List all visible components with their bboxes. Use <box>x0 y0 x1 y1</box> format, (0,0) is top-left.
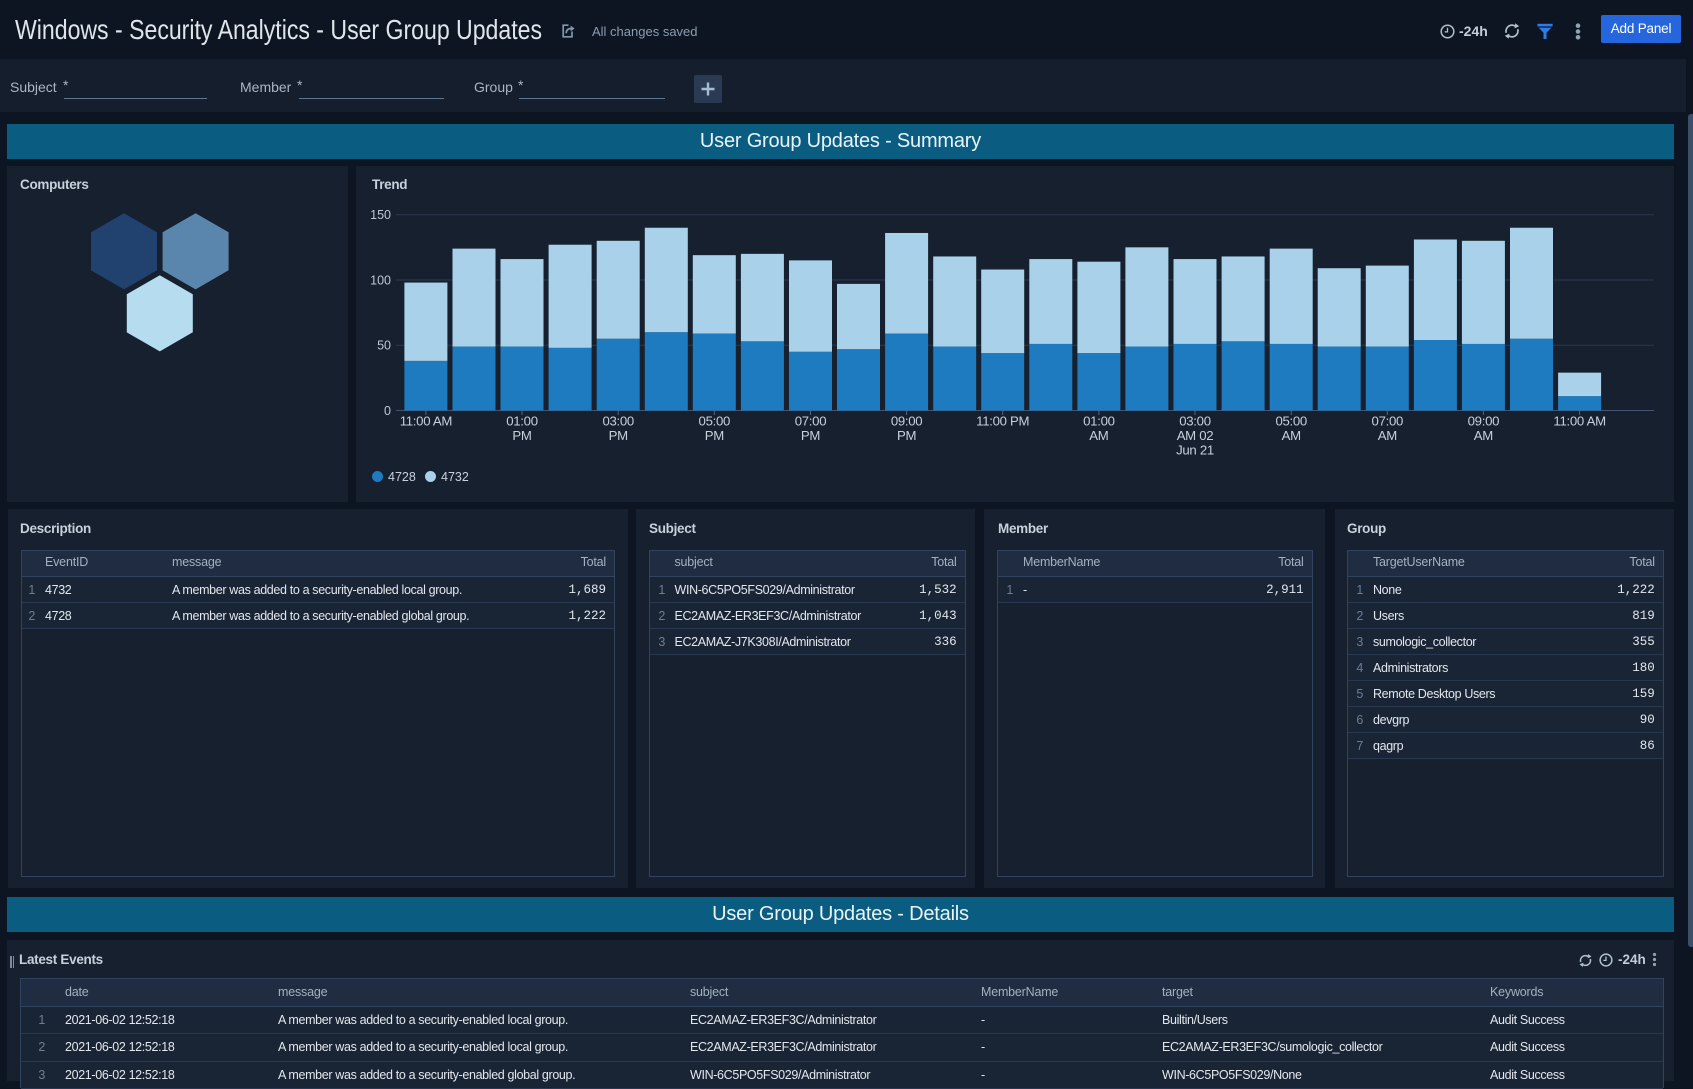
svg-text:100: 100 <box>370 274 391 288</box>
svg-text:4732: 4732 <box>441 470 469 484</box>
svg-text:AM: AM <box>1474 428 1493 443</box>
svg-text:07:00: 07:00 <box>1372 414 1404 429</box>
svg-text:03:00: 03:00 <box>1179 414 1211 429</box>
svg-text:PM: PM <box>801 428 820 443</box>
svg-text:11:00 PM: 11:00 PM <box>976 414 1029 429</box>
svg-text:PM: PM <box>897 428 916 443</box>
svg-text:Jun 21: Jun 21 <box>1176 443 1214 458</box>
svg-text:01:00: 01:00 <box>506 414 538 429</box>
svg-text:PM: PM <box>609 428 628 443</box>
svg-text:PM: PM <box>512 428 531 443</box>
svg-text:09:00: 09:00 <box>891 414 923 429</box>
svg-text:AM: AM <box>1378 428 1397 443</box>
svg-text:01:00: 01:00 <box>1083 414 1115 429</box>
svg-text:AM: AM <box>1089 428 1108 443</box>
svg-text:03:00: 03:00 <box>602 414 634 429</box>
svg-text:PM: PM <box>705 428 724 443</box>
svg-text:50: 50 <box>377 339 391 353</box>
svg-text:05:00: 05:00 <box>1275 414 1307 429</box>
svg-text:AM: AM <box>1282 428 1301 443</box>
svg-text:4728: 4728 <box>388 470 416 484</box>
svg-text:07:00: 07:00 <box>795 414 827 429</box>
svg-text:AM 02: AM 02 <box>1177 428 1214 443</box>
svg-text:09:00: 09:00 <box>1468 414 1500 429</box>
svg-text:150: 150 <box>370 208 391 222</box>
svg-text:0: 0 <box>384 404 391 418</box>
svg-text:05:00: 05:00 <box>699 414 731 429</box>
svg-text:11:00 AM: 11:00 AM <box>1553 414 1605 429</box>
svg-text:11:00 AM: 11:00 AM <box>400 414 452 429</box>
